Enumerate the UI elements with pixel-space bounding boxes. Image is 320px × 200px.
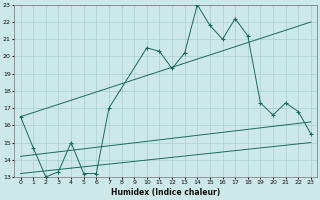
X-axis label: Humidex (Indice chaleur): Humidex (Indice chaleur)	[111, 188, 220, 197]
